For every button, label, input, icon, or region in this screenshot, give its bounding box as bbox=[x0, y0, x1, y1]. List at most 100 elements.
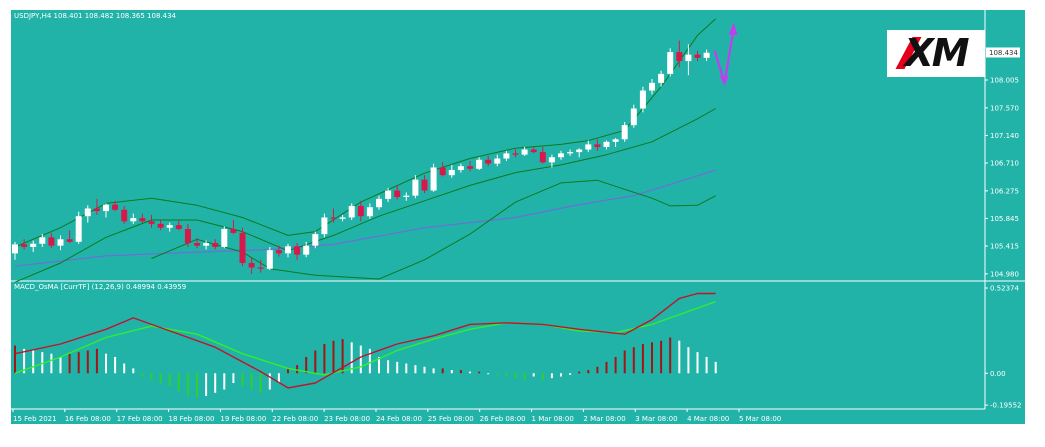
bear-candle bbox=[676, 52, 683, 62]
bollinger-upper-line bbox=[14, 18, 717, 248]
macd-histogram-bar bbox=[196, 373, 198, 398]
bull-candle bbox=[621, 125, 628, 140]
macd-tick-label: -0.19552 bbox=[990, 402, 1021, 410]
bull-candle bbox=[376, 198, 382, 208]
macd-main-line bbox=[14, 292, 716, 389]
bull-candle bbox=[685, 54, 692, 62]
bull-candle bbox=[603, 141, 610, 147]
bull-candle bbox=[266, 250, 273, 269]
bull-candle bbox=[612, 139, 619, 142]
bear-candle bbox=[112, 204, 119, 210]
bear-candle bbox=[230, 229, 237, 233]
bear-candle bbox=[421, 179, 428, 191]
macd-histogram-bar bbox=[150, 373, 153, 380]
bear-candle bbox=[48, 237, 55, 246]
bull-candle bbox=[630, 108, 637, 126]
price-tick-label: 106.710 bbox=[990, 159, 1019, 167]
bear-candle bbox=[212, 243, 219, 247]
macd-histogram-bar bbox=[105, 353, 107, 374]
bull-candle bbox=[430, 167, 437, 191]
macd-histogram-bar bbox=[86, 350, 89, 374]
price-tick-label: 105.415 bbox=[990, 242, 1019, 250]
bull-candle bbox=[649, 82, 655, 91]
macd-histogram-bar bbox=[587, 370, 590, 374]
forecast-arrow-line bbox=[713, 28, 735, 84]
macd-histogram-bar bbox=[605, 361, 608, 374]
bull-candle bbox=[39, 237, 46, 244]
macd-histogram-bar bbox=[23, 348, 26, 374]
macd-histogram-bar bbox=[705, 356, 708, 374]
macd-histogram-bar bbox=[578, 371, 581, 374]
bear-candle bbox=[275, 250, 282, 254]
macd-histogram-bar bbox=[432, 368, 435, 374]
bull-candle bbox=[503, 153, 510, 159]
macd-histogram-bar bbox=[396, 361, 399, 374]
macd-histogram-bar bbox=[50, 353, 53, 374]
macd-histogram-bar bbox=[123, 363, 126, 374]
macd-histogram-bar bbox=[95, 348, 98, 374]
bear-candle bbox=[257, 267, 264, 269]
macd-histogram-bar bbox=[469, 371, 471, 374]
macd-histogram-bar bbox=[268, 373, 271, 390]
bear-candle bbox=[139, 218, 146, 222]
macd-histogram-bar bbox=[259, 373, 262, 393]
time-tick-label: 1 Mar 08:00 bbox=[532, 415, 574, 423]
macd-histogram-bar bbox=[550, 373, 553, 379]
macd-histogram-bar bbox=[59, 356, 62, 374]
bull-candle bbox=[639, 90, 646, 109]
macd-tick-label: 0.00 bbox=[990, 370, 1006, 378]
time-tick-label: 16 Feb 08:00 bbox=[65, 415, 111, 423]
bull-candle bbox=[576, 149, 583, 153]
macd-histogram-bar bbox=[14, 345, 16, 374]
macd-histogram-bar bbox=[687, 347, 690, 374]
chart-window[interactable]: USDJPY,H4 108.401 108.482 108.365 108.43… bbox=[10, 9, 1026, 425]
bull-candle bbox=[476, 159, 483, 169]
bear-candle bbox=[184, 229, 191, 244]
macd-header: MACD_OsMA [CurrTF] (12,26,9) 0.48994 0.4… bbox=[14, 283, 186, 291]
bear-candle bbox=[21, 244, 28, 247]
macd-histogram-bar bbox=[323, 343, 326, 374]
bull-candle bbox=[75, 216, 82, 242]
time-tick-label: 2 Mar 08:00 bbox=[583, 415, 625, 423]
bear-candle bbox=[539, 152, 546, 163]
macd-histogram-bar bbox=[68, 353, 71, 374]
moving-average-line bbox=[14, 169, 716, 267]
macd-histogram-bar bbox=[232, 373, 235, 384]
macd-histogram-bar bbox=[177, 373, 180, 392]
bull-candle bbox=[585, 144, 592, 150]
macd-histogram-bar bbox=[314, 350, 317, 374]
current-price-marker bbox=[986, 47, 1020, 58]
bear-candle bbox=[394, 190, 401, 197]
price-tick-label: 105.845 bbox=[990, 215, 1019, 223]
time-tick-label: 23 Feb 08:00 bbox=[324, 415, 370, 423]
macd-tick-label: 0.52374 bbox=[990, 285, 1019, 293]
macd-histogram-bar bbox=[459, 370, 462, 374]
bull-candle bbox=[285, 246, 291, 254]
macd-histogram-bar bbox=[359, 345, 362, 374]
macd-histogram-bar bbox=[305, 356, 308, 374]
bull-candle bbox=[457, 166, 464, 171]
time-tick-label: 3 Mar 08:00 bbox=[635, 415, 677, 423]
bull-candle bbox=[658, 73, 665, 83]
bollinger-lower-line bbox=[151, 179, 716, 280]
time-tick-label: 17 Feb 08:00 bbox=[117, 415, 163, 423]
chart-svg[interactable]: USDJPY,H4 108.401 108.482 108.365 108.43… bbox=[10, 9, 1026, 425]
time-tick-label: 22 Feb 08:00 bbox=[272, 415, 318, 423]
macd-histogram-bar bbox=[541, 373, 544, 380]
bull-candle bbox=[312, 234, 319, 246]
bear-candle bbox=[357, 205, 364, 217]
macd-histogram-bar bbox=[250, 373, 253, 390]
logo-text: XM bbox=[904, 31, 969, 75]
macd-histogram-bar bbox=[186, 373, 189, 397]
macd-histogram-bar bbox=[32, 350, 35, 374]
macd-histogram-bar bbox=[296, 365, 299, 374]
macd-histogram-bar bbox=[287, 368, 289, 374]
macd-histogram-bar bbox=[387, 360, 390, 374]
macd-histogram-bar bbox=[378, 356, 380, 374]
macd-histogram-bar bbox=[223, 373, 226, 390]
bull-candle bbox=[321, 217, 328, 235]
bear-candle bbox=[194, 243, 200, 246]
macd-histogram-bar bbox=[350, 342, 353, 374]
bear-candle bbox=[175, 225, 182, 230]
macd-histogram-bar bbox=[614, 356, 617, 374]
